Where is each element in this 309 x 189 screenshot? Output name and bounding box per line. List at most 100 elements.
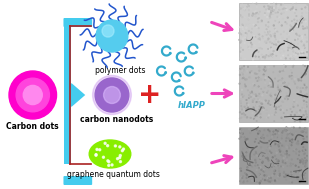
Circle shape bbox=[266, 93, 267, 94]
Circle shape bbox=[295, 137, 296, 138]
Circle shape bbox=[282, 135, 283, 136]
Circle shape bbox=[273, 183, 274, 184]
Circle shape bbox=[257, 154, 258, 155]
Circle shape bbox=[256, 3, 257, 4]
Circle shape bbox=[302, 26, 303, 27]
FancyBboxPatch shape bbox=[63, 18, 92, 27]
Circle shape bbox=[306, 133, 307, 134]
Circle shape bbox=[119, 155, 121, 156]
Circle shape bbox=[250, 96, 251, 97]
Circle shape bbox=[305, 149, 306, 150]
Circle shape bbox=[273, 163, 274, 164]
Circle shape bbox=[287, 155, 288, 156]
Circle shape bbox=[253, 24, 254, 25]
Circle shape bbox=[250, 158, 251, 159]
Circle shape bbox=[246, 27, 247, 28]
Circle shape bbox=[261, 54, 262, 55]
Circle shape bbox=[9, 71, 57, 119]
Circle shape bbox=[291, 145, 292, 146]
Circle shape bbox=[298, 52, 299, 53]
Circle shape bbox=[291, 30, 292, 31]
Circle shape bbox=[270, 54, 271, 55]
Circle shape bbox=[298, 27, 299, 28]
Circle shape bbox=[270, 18, 271, 19]
Circle shape bbox=[243, 153, 244, 154]
Circle shape bbox=[262, 161, 263, 162]
Circle shape bbox=[271, 152, 272, 153]
Circle shape bbox=[253, 93, 254, 94]
Circle shape bbox=[280, 143, 281, 144]
Circle shape bbox=[297, 179, 298, 180]
Circle shape bbox=[295, 77, 296, 78]
Circle shape bbox=[261, 169, 262, 170]
Circle shape bbox=[299, 151, 300, 152]
Circle shape bbox=[305, 105, 306, 106]
Circle shape bbox=[267, 143, 268, 144]
Circle shape bbox=[306, 132, 307, 133]
Bar bbox=[239, 65, 308, 122]
Circle shape bbox=[244, 116, 245, 117]
Circle shape bbox=[283, 158, 284, 159]
Circle shape bbox=[261, 20, 262, 21]
Circle shape bbox=[266, 55, 267, 56]
Circle shape bbox=[269, 86, 270, 87]
Circle shape bbox=[242, 72, 243, 73]
Circle shape bbox=[293, 106, 294, 107]
Circle shape bbox=[306, 148, 307, 149]
Circle shape bbox=[301, 51, 302, 52]
Circle shape bbox=[275, 163, 276, 164]
Circle shape bbox=[273, 25, 274, 26]
Circle shape bbox=[286, 96, 287, 97]
Circle shape bbox=[243, 182, 244, 183]
Circle shape bbox=[269, 181, 270, 182]
Circle shape bbox=[241, 177, 242, 178]
Circle shape bbox=[295, 152, 296, 153]
Circle shape bbox=[282, 160, 283, 161]
Circle shape bbox=[300, 111, 301, 112]
Circle shape bbox=[275, 109, 276, 110]
Circle shape bbox=[239, 138, 240, 139]
Circle shape bbox=[259, 106, 260, 107]
Circle shape bbox=[196, 51, 197, 53]
Circle shape bbox=[259, 70, 260, 71]
Circle shape bbox=[307, 11, 308, 12]
Circle shape bbox=[240, 58, 241, 59]
Circle shape bbox=[283, 152, 284, 153]
Circle shape bbox=[305, 163, 306, 164]
Circle shape bbox=[260, 157, 261, 158]
Circle shape bbox=[282, 15, 283, 16]
Circle shape bbox=[305, 180, 306, 181]
Circle shape bbox=[111, 164, 113, 166]
Circle shape bbox=[287, 33, 288, 34]
Circle shape bbox=[258, 33, 259, 34]
Circle shape bbox=[262, 23, 263, 24]
Circle shape bbox=[248, 5, 249, 6]
Circle shape bbox=[241, 89, 242, 90]
Circle shape bbox=[296, 180, 297, 181]
Circle shape bbox=[279, 71, 280, 72]
Circle shape bbox=[119, 146, 121, 148]
Circle shape bbox=[271, 19, 272, 20]
Circle shape bbox=[301, 161, 302, 162]
Text: +: + bbox=[138, 81, 161, 109]
Circle shape bbox=[104, 87, 121, 104]
Circle shape bbox=[268, 38, 269, 39]
Circle shape bbox=[292, 76, 293, 77]
Circle shape bbox=[299, 170, 300, 171]
Circle shape bbox=[305, 164, 306, 165]
Circle shape bbox=[263, 108, 264, 109]
Circle shape bbox=[240, 168, 241, 169]
Circle shape bbox=[268, 26, 269, 27]
Circle shape bbox=[165, 72, 166, 73]
Circle shape bbox=[306, 87, 307, 88]
Circle shape bbox=[288, 83, 289, 84]
Circle shape bbox=[267, 11, 268, 12]
Circle shape bbox=[250, 117, 251, 118]
Circle shape bbox=[247, 142, 248, 143]
Circle shape bbox=[283, 51, 284, 52]
Circle shape bbox=[281, 80, 282, 81]
Circle shape bbox=[264, 87, 265, 88]
Circle shape bbox=[286, 154, 287, 155]
Circle shape bbox=[297, 113, 298, 114]
Circle shape bbox=[268, 5, 269, 6]
